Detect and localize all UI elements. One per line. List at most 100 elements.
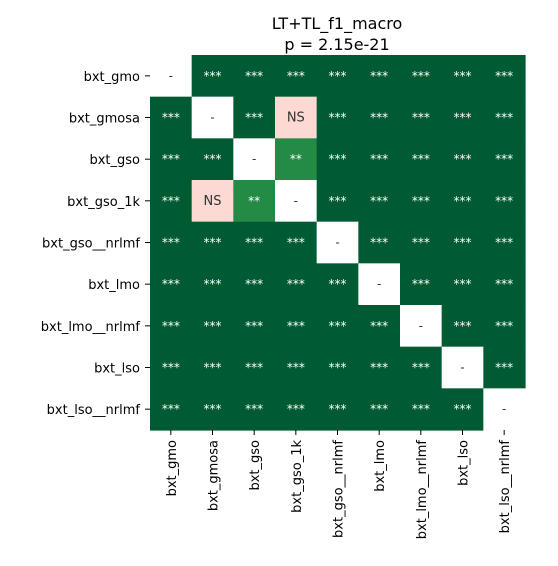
cell-label: *** bbox=[370, 152, 388, 166]
heatmap-cell bbox=[441, 305, 484, 348]
heatmap-cell bbox=[400, 263, 443, 306]
chart-title: LT+TL_f1_macro bbox=[272, 14, 403, 34]
cell-label: *** bbox=[329, 277, 347, 291]
cell-label: *** bbox=[162, 194, 180, 208]
cell-label: *** bbox=[329, 152, 347, 166]
cell-label: *** bbox=[495, 69, 513, 83]
heatmap-cell bbox=[150, 263, 193, 306]
y-axis: bxt_gmo bxt_gmosa bxt_gso bxt_gso_1k bxt_gso… bbox=[41, 70, 150, 418]
cell-label: *** bbox=[495, 111, 513, 125]
heatmap-cell bbox=[233, 180, 276, 223]
cell-label: *** bbox=[370, 111, 388, 125]
cell-label: *** bbox=[412, 152, 430, 166]
cell-label: - bbox=[169, 69, 173, 83]
heatmap-cell bbox=[358, 346, 401, 389]
heatmap-cell bbox=[441, 221, 484, 264]
cell-label: - bbox=[252, 152, 256, 166]
heatmap-cell bbox=[483, 221, 526, 264]
heatmap-cell bbox=[400, 221, 443, 264]
y-tick-label: bxt_lso bbox=[94, 362, 140, 377]
heatmap-cell bbox=[275, 221, 318, 264]
x-tick-label: bxt_gmosa bbox=[207, 440, 222, 511]
heatmap-cell bbox=[316, 55, 359, 98]
cell-label: *** bbox=[287, 319, 305, 333]
heatmap-cell bbox=[233, 305, 276, 348]
heatmap-cell bbox=[316, 305, 359, 348]
cell-label: *** bbox=[495, 152, 513, 166]
heatmap-cell bbox=[191, 263, 234, 306]
heatmap-cell bbox=[316, 138, 359, 181]
heatmap-cell bbox=[400, 305, 443, 348]
heatmap-cell bbox=[441, 138, 484, 181]
heatmap-cell bbox=[316, 96, 359, 139]
y-tick-label: bxt_lmo__nrlmf bbox=[41, 320, 141, 335]
cell-label: - bbox=[502, 402, 506, 416]
cell-label: *** bbox=[162, 319, 180, 333]
heatmap-cell bbox=[358, 305, 401, 348]
cell-label: NS bbox=[204, 194, 222, 209]
cell-label: *** bbox=[245, 361, 263, 375]
heatmap-cell bbox=[275, 346, 318, 389]
cell-label: *** bbox=[329, 361, 347, 375]
heatmap-cell bbox=[191, 221, 234, 264]
heatmap-cell bbox=[358, 180, 401, 223]
heatmap-cell bbox=[150, 221, 193, 264]
cell-label: *** bbox=[245, 69, 263, 83]
y-tick-label: bxt_gmosa bbox=[69, 112, 140, 127]
cell-label: *** bbox=[329, 111, 347, 125]
heatmap-cell bbox=[233, 221, 276, 264]
x-tick-label: bxt_lso__nrlmf bbox=[498, 440, 513, 534]
heatmap-cell bbox=[400, 138, 443, 181]
cell-label: *** bbox=[162, 277, 180, 291]
heatmap-cell bbox=[483, 180, 526, 223]
cell-label: *** bbox=[204, 361, 222, 375]
cell-label: *** bbox=[245, 319, 263, 333]
cell-label: - bbox=[210, 111, 214, 125]
heatmap-cell bbox=[150, 180, 193, 223]
y-tick-label: bxt_gso__nrlmf bbox=[42, 237, 140, 252]
x-axis: bxt_gmo bxt_gmosa bxt_gso bxt_gso_1k bxt_gso… bbox=[165, 430, 513, 539]
cell-label: *** bbox=[329, 69, 347, 83]
cell-label: *** bbox=[370, 236, 388, 250]
cell-label: *** bbox=[495, 277, 513, 291]
cell-label: *** bbox=[454, 111, 472, 125]
y-tick-label: bxt_gmo bbox=[84, 70, 140, 85]
cell-label: *** bbox=[204, 277, 222, 291]
heatmap-cell bbox=[358, 96, 401, 139]
cell-label: *** bbox=[245, 236, 263, 250]
heatmap-cell bbox=[483, 96, 526, 139]
cell-label: *** bbox=[162, 236, 180, 250]
cell-label: *** bbox=[162, 111, 180, 125]
cell-label: *** bbox=[204, 236, 222, 250]
heatmap-cell bbox=[483, 346, 526, 389]
heatmap-cell bbox=[400, 388, 443, 431]
cell-label: *** bbox=[370, 361, 388, 375]
cell-label: *** bbox=[370, 69, 388, 83]
heatmap-cell bbox=[191, 55, 234, 98]
heatmap-cell bbox=[191, 138, 234, 181]
cell-label: NS bbox=[287, 111, 305, 126]
cell-label: *** bbox=[162, 402, 180, 416]
cell-label: *** bbox=[287, 361, 305, 375]
y-tick-label: bxt_lso__nrlmf bbox=[47, 403, 141, 418]
cell-label: *** bbox=[329, 319, 347, 333]
heatmap-cell bbox=[358, 55, 401, 98]
heatmap-cell bbox=[483, 388, 526, 431]
cell-label: *** bbox=[412, 111, 430, 125]
chart-subtitle: p = 2.15e-21 bbox=[284, 35, 389, 54]
heatmap-cell bbox=[316, 388, 359, 431]
cell-label: *** bbox=[329, 402, 347, 416]
heatmap-cell bbox=[358, 221, 401, 264]
cell-label: - bbox=[460, 361, 464, 375]
heatmap-cell bbox=[275, 263, 318, 306]
heatmap-cell bbox=[275, 180, 318, 223]
cell-label: *** bbox=[287, 277, 305, 291]
cell-label: *** bbox=[454, 277, 472, 291]
heatmap-cell bbox=[358, 263, 401, 306]
heatmap-cell bbox=[191, 180, 234, 223]
heatmap-cell bbox=[191, 388, 234, 431]
cell-label: *** bbox=[370, 194, 388, 208]
heatmap-cell bbox=[275, 305, 318, 348]
heatmap-cell bbox=[400, 96, 443, 139]
cell-label: *** bbox=[495, 236, 513, 250]
